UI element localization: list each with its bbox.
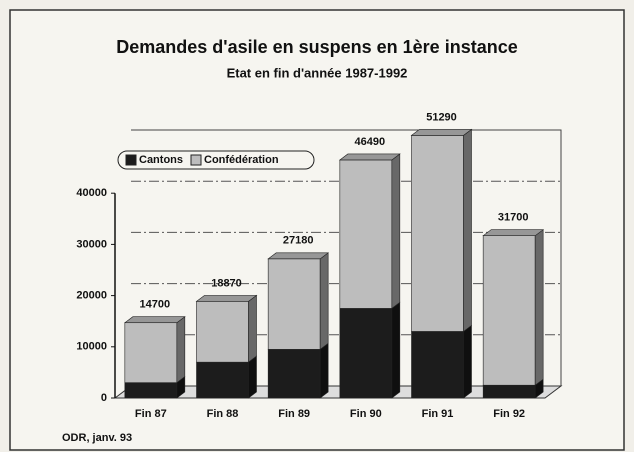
bar-top: [482, 229, 545, 236]
x-tick-label: Fin 91: [422, 408, 454, 420]
bar-segment: [196, 361, 249, 399]
x-tick-label: Fin 87: [135, 408, 167, 420]
bar-side: [391, 301, 401, 399]
bar-segment: [267, 349, 321, 399]
bar-side: [319, 342, 329, 399]
chart-title: Demandes d'asile en suspens en 1ère inst…: [116, 37, 517, 57]
bar-segment: [124, 322, 178, 383]
legend-swatch: [190, 154, 202, 166]
total-label: 31700: [498, 212, 529, 224]
bar-top: [410, 129, 473, 136]
bar-top: [338, 153, 401, 161]
bar-segment: [482, 384, 536, 399]
y-tick-label: 40000: [76, 187, 107, 199]
bar-side: [176, 316, 186, 384]
x-tick-label: Fin 92: [493, 408, 525, 420]
bar-top: [267, 252, 330, 260]
bar-side: [391, 153, 401, 309]
bar-segment: [339, 308, 393, 399]
x-tick-label: Fin 90: [350, 408, 382, 420]
bar-segment: [411, 331, 464, 399]
chart-subtitle: Etat en fin d'année 1987-1992: [227, 65, 408, 80]
bar-segment: [411, 135, 464, 332]
bar-segment: [482, 235, 536, 386]
legend-swatch: [125, 154, 137, 166]
bar-side: [534, 229, 544, 386]
bar-segment: [267, 258, 321, 350]
y-tick-label: 30000: [76, 238, 107, 250]
bar-side: [463, 324, 472, 399]
y-tick-label: 20000: [76, 290, 107, 302]
bar-segment: [339, 159, 393, 309]
bar-side: [248, 355, 257, 399]
total-label: 14700: [140, 299, 171, 311]
x-tick-label: Fin 89: [278, 408, 310, 420]
legend-label: Confédération: [204, 154, 279, 166]
y-tick-label: 10000: [76, 341, 107, 353]
source-note: ODR, janv. 93: [62, 432, 132, 444]
bar-top: [195, 295, 258, 302]
bar-segment: [124, 382, 178, 399]
legend-label: Cantons: [139, 154, 183, 166]
bar-side: [319, 252, 329, 350]
bar-side: [248, 294, 257, 363]
legend-box: [117, 150, 315, 170]
y-tick-label: 0: [101, 392, 107, 404]
bar-segment: [196, 301, 249, 363]
x-tick-label: Fin 88: [207, 408, 239, 420]
total-label: 27180: [283, 235, 314, 247]
bar-side: [463, 128, 472, 333]
back-wall: [131, 129, 562, 386]
total-label: 18870: [211, 277, 242, 289]
total-label: 51290: [426, 111, 457, 123]
bar-top: [123, 316, 186, 324]
total-label: 46490: [355, 136, 386, 148]
